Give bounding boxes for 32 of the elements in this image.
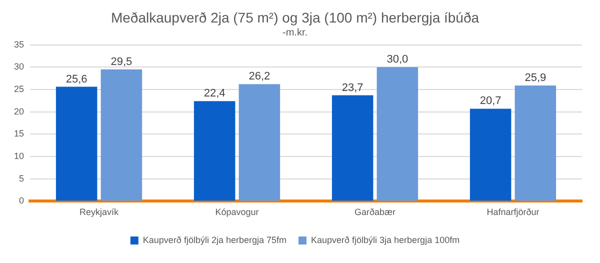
data-label: 22,4 (204, 88, 226, 100)
chart-subtitle: -m.kr. (282, 28, 308, 39)
bar (56, 86, 98, 201)
data-label: 30,0 (386, 54, 408, 66)
data-label: 23,7 (342, 82, 364, 94)
bar (514, 85, 556, 201)
x-tick-label: Hafnarfjörður (486, 207, 540, 218)
bar (332, 95, 374, 201)
bar (470, 108, 512, 201)
x-tick-label: Garðabær (354, 207, 396, 218)
y-tick-label: 10 (14, 151, 24, 161)
data-label: 25,6 (66, 73, 88, 86)
legend-label: Kaupverð fjölbýli 3ja herbergja 100fm (310, 234, 460, 245)
x-tick-label: Reykjavík (80, 207, 120, 218)
legend-label: Kaupverð fjölbýli 2ja herbergja 75fm (142, 234, 287, 245)
bar (376, 67, 418, 201)
bar (194, 101, 236, 201)
x-tick-label: Kópavogur (215, 207, 259, 218)
data-label: 29,5 (110, 56, 132, 68)
y-tick-label: 20 (14, 106, 24, 116)
bar (100, 69, 142, 201)
data-label: 25,9 (524, 72, 546, 84)
y-tick-label: 30 (14, 62, 24, 72)
data-label: 20,7 (480, 95, 502, 108)
data-label: 26,2 (248, 70, 270, 83)
y-tick-label: 0 (18, 196, 24, 206)
bar (238, 84, 280, 201)
y-tick-label: 35 (14, 39, 24, 50)
y-tick-label: 15 (14, 128, 24, 139)
chart-title: Meðalkaupverð 2ja (75 m²) og 3ja (100 m²) herbergja íbúða (110, 9, 480, 26)
y-tick-label: 5 (18, 173, 24, 184)
y-tick-label: 25 (14, 84, 24, 94)
